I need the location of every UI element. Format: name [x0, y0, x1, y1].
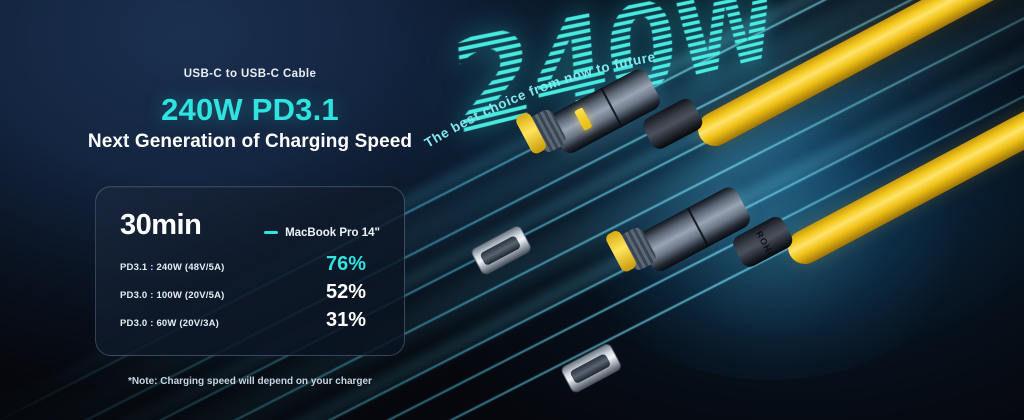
bar-list: PD3.1 : 240W (48V/5A) 76% PD3.0 : 100W (… — [120, 254, 380, 331]
bar-row: PD3.0 : 60W (20V/3A) 31% — [120, 310, 380, 331]
legend-label: MacBook Pro 14" — [285, 226, 380, 239]
bar-percent: 52% — [326, 281, 367, 303]
duration-label: 30min — [120, 209, 202, 241]
bar-row: PD3.1 : 240W (48V/5A) 76% — [120, 254, 380, 275]
bar-percent: 31% — [326, 309, 367, 331]
page-subtitle: Next Generation of Charging Speed — [87, 131, 413, 152]
charging-stats-card: 30min MacBook Pro 14" PD3.1 : 240W (48V/… — [95, 186, 405, 356]
bar-row: PD3.0 : 100W (20V/5A) 52% — [120, 282, 380, 303]
eyebrow-label: USB-C to USB-C Cable — [183, 68, 317, 80]
bar-label: PD3.1 : 240W (48V/5A) — [120, 262, 225, 273]
footnote: *Note: Charging speed will depend on you… — [128, 376, 372, 387]
legend-dash-icon — [264, 231, 279, 234]
legend: MacBook Pro 14" — [264, 227, 380, 239]
bar-label: PD3.0 : 100W (20V/5A) — [120, 290, 225, 301]
bar-label: PD3.0 : 60W (20V/3A) — [120, 318, 220, 329]
card-header: 30min MacBook Pro 14" — [120, 209, 380, 242]
bar-percent: 76% — [326, 253, 367, 275]
page-title: 240W PD3.1 — [161, 92, 339, 127]
